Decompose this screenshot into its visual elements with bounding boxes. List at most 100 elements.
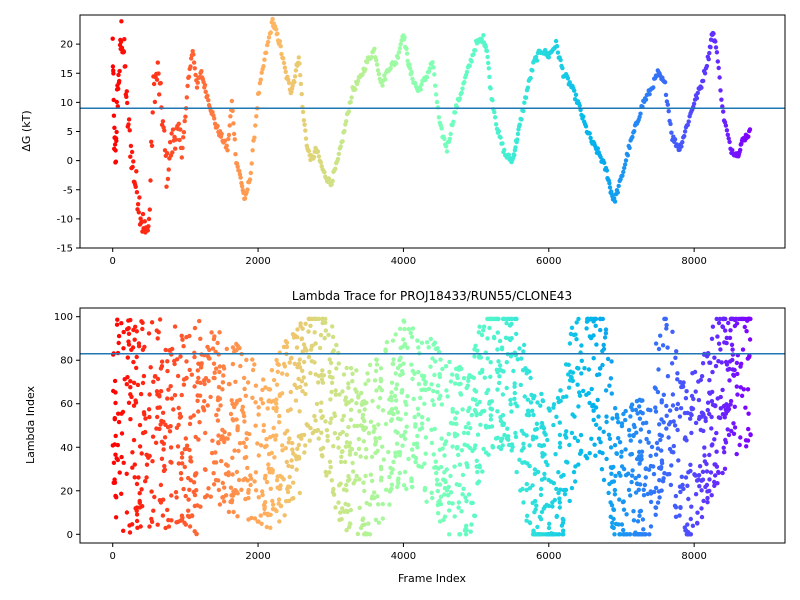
lambda-point — [683, 475, 689, 480]
delta-g-point — [672, 137, 678, 142]
delta-g-point — [723, 123, 729, 128]
lambda-point — [454, 446, 460, 451]
lambda-point — [720, 316, 726, 322]
lambda-point — [344, 365, 349, 371]
lambda-point — [452, 514, 457, 519]
lambda-point — [456, 367, 462, 372]
delta-g-point — [237, 168, 242, 174]
lambda-point — [350, 379, 355, 384]
lambda-point — [353, 451, 358, 456]
lambda-point — [731, 373, 737, 378]
delta-g-point — [164, 184, 169, 189]
lambda-point — [340, 506, 345, 511]
delta-g-point — [149, 139, 154, 144]
lambda-point — [403, 429, 408, 435]
delta-g-point — [298, 73, 303, 78]
lambda-point — [147, 392, 152, 397]
lambda-point — [151, 508, 156, 513]
lambda-point — [636, 487, 641, 492]
delta-g-point — [451, 119, 456, 125]
lambda-point — [241, 413, 247, 419]
lambda-point — [443, 439, 449, 444]
lambda-point — [525, 513, 530, 518]
delta-g-point — [397, 46, 402, 51]
lambda-point — [396, 476, 401, 481]
lambda-point — [137, 491, 142, 496]
lambda-point — [518, 382, 523, 388]
lambda-point — [598, 316, 603, 322]
delta-g-point — [410, 76, 415, 82]
delta-g-point — [677, 147, 682, 152]
delta-g-point — [493, 122, 499, 127]
lambda-point — [168, 424, 173, 429]
lambda-point — [393, 454, 398, 459]
lambda-point — [131, 359, 136, 365]
lambda-point — [642, 482, 648, 488]
lambda-point — [567, 442, 572, 448]
lambda-point — [586, 391, 591, 396]
lambda-point — [456, 382, 462, 387]
delta-g-point — [127, 128, 132, 133]
lambda-point — [699, 374, 705, 379]
lambda-point — [551, 402, 557, 407]
lambda-point — [521, 500, 526, 505]
y-tick-label: 20 — [60, 40, 73, 51]
lambda-point — [557, 440, 563, 446]
lambda-point — [555, 395, 561, 401]
lambda-point — [211, 482, 217, 487]
lambda-point — [321, 373, 327, 378]
lambda-point — [419, 425, 425, 431]
lambda-point — [468, 529, 473, 534]
delta-g-point — [434, 99, 440, 105]
lambda-point — [175, 444, 181, 449]
lambda-point — [268, 435, 273, 440]
lambda-point — [721, 445, 726, 450]
lambda-point — [365, 371, 370, 376]
lambda-point — [404, 424, 409, 429]
lambda-point — [322, 336, 327, 341]
lambda-point — [744, 444, 749, 449]
lambda-point — [447, 532, 452, 537]
lambda-point — [464, 523, 469, 528]
delta-g-point — [583, 124, 589, 129]
lambda-point — [707, 477, 712, 482]
lambda-point — [318, 447, 324, 452]
lambda-point — [521, 445, 526, 451]
lambda-point — [655, 389, 661, 395]
lambda-point — [688, 468, 693, 474]
lambda-point — [152, 494, 157, 500]
delta-g-point — [112, 125, 117, 130]
lambda-point — [720, 324, 726, 330]
lambda-point — [659, 417, 664, 422]
lambda-point — [309, 343, 314, 349]
delta-g-point — [376, 71, 382, 77]
lambda-point — [707, 488, 712, 494]
lambda-point — [171, 407, 176, 412]
lambda-point — [234, 469, 240, 475]
delta-g-point — [546, 55, 551, 60]
lambda-point — [362, 399, 367, 404]
lambda-point — [124, 471, 129, 476]
delta-g-point — [299, 91, 304, 97]
y-tick-label: -15 — [57, 244, 73, 255]
lambda-point — [643, 532, 648, 537]
lambda-point — [265, 406, 270, 411]
lambda-point — [333, 505, 338, 510]
delta-g-point — [522, 100, 527, 105]
delta-g-point — [668, 121, 673, 127]
lambda-point — [504, 385, 509, 391]
delta-g-point — [268, 30, 273, 35]
lambda-point — [731, 421, 736, 426]
lambda-point — [714, 449, 719, 454]
delta-g-point — [249, 161, 254, 166]
delta-g-x-ticks: 0 2000 4000 6000 8000 — [110, 248, 707, 267]
lambda-point — [221, 364, 226, 369]
lambda-point — [151, 379, 156, 384]
lambda-point — [402, 319, 407, 324]
delta-g-point — [484, 48, 490, 54]
lambda-point — [418, 395, 423, 401]
lambda-point — [454, 410, 460, 415]
lambda-point — [220, 387, 225, 392]
lambda-point — [601, 429, 606, 434]
delta-g-point — [669, 130, 674, 135]
